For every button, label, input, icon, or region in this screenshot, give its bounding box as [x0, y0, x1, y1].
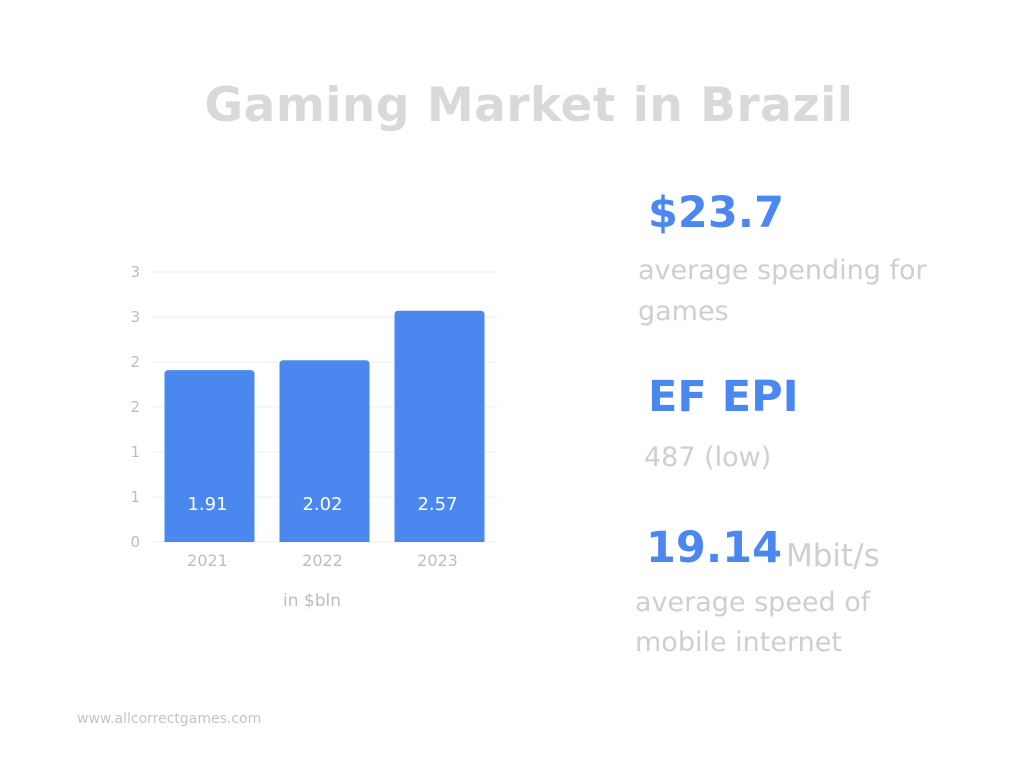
- internet-label-line2: mobile internet: [635, 627, 842, 658]
- y-tick-label: 2: [130, 398, 140, 416]
- y-tick-label: 0: [130, 533, 140, 551]
- bar-value-label: 2.02: [302, 494, 342, 515]
- bar-value-label: 2.57: [417, 494, 457, 515]
- bar: [279, 360, 370, 542]
- spending-value: $23.7: [648, 188, 785, 238]
- x-axis-label: in $bln: [283, 591, 341, 611]
- y-tick-label: 1: [130, 488, 140, 506]
- internet-speed-unit: Mbit/s: [786, 538, 880, 574]
- bar-value-labels: 1.91 2.02 2.57: [187, 494, 457, 515]
- page-title: Gaming Market in Brazil: [204, 78, 854, 133]
- bar: [164, 370, 255, 542]
- y-tick-label: 3: [130, 308, 140, 326]
- internet-speed-value: 19.14: [646, 523, 783, 573]
- x-axis-ticks: 2021 2022 2023: [187, 551, 458, 570]
- efepi-value: EF EPI: [648, 372, 799, 422]
- chart-bars: [164, 310, 485, 542]
- bar-chart: 0 1 1 2 2 3 3 1.91 2.02 2.57 2021 2022 2023 in $bl…: [130, 263, 497, 611]
- efepi-label: 487 (low): [644, 442, 772, 473]
- bar: [394, 310, 485, 542]
- footer-website: www.allcorrectgames.com: [77, 711, 262, 727]
- x-tick-label: 2022: [302, 551, 343, 570]
- x-tick-label: 2023: [417, 551, 458, 570]
- y-axis-ticks: 0 1 1 2 2 3 3: [130, 263, 140, 551]
- x-tick-label: 2021: [187, 551, 228, 570]
- spending-label-line2: games: [638, 296, 729, 327]
- y-tick-label: 1: [130, 443, 140, 461]
- bar-value-label: 1.91: [187, 494, 227, 515]
- spending-label-line1: average spending for: [638, 255, 927, 286]
- y-tick-label: 2: [130, 353, 140, 371]
- y-tick-label: 3: [130, 263, 140, 281]
- internet-label-line1: average speed of: [635, 587, 871, 618]
